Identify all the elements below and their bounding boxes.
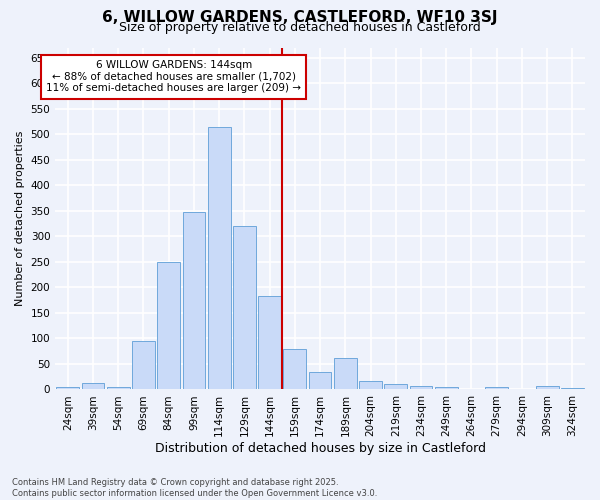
Bar <box>56 387 79 390</box>
Bar <box>485 387 508 390</box>
Bar <box>435 387 458 390</box>
Bar <box>410 386 433 390</box>
Bar <box>258 296 281 390</box>
Text: Contains HM Land Registry data © Crown copyright and database right 2025.
Contai: Contains HM Land Registry data © Crown c… <box>12 478 377 498</box>
Bar <box>132 341 155 390</box>
Bar <box>359 382 382 390</box>
Bar <box>385 384 407 390</box>
Text: 6 WILLOW GARDENS: 144sqm
← 88% of detached houses are smaller (1,702)
11% of sem: 6 WILLOW GARDENS: 144sqm ← 88% of detach… <box>46 60 301 94</box>
Bar <box>157 262 180 390</box>
Bar <box>283 348 306 390</box>
X-axis label: Distribution of detached houses by size in Castleford: Distribution of detached houses by size … <box>155 442 485 455</box>
Bar <box>208 126 230 390</box>
Bar <box>107 387 130 390</box>
Bar <box>536 386 559 390</box>
Bar <box>233 226 256 390</box>
Text: 6, WILLOW GARDENS, CASTLEFORD, WF10 3SJ: 6, WILLOW GARDENS, CASTLEFORD, WF10 3SJ <box>102 10 498 25</box>
Bar <box>561 388 584 390</box>
Text: Size of property relative to detached houses in Castleford: Size of property relative to detached ho… <box>119 21 481 34</box>
Bar <box>334 358 356 390</box>
Bar <box>182 212 205 390</box>
Y-axis label: Number of detached properties: Number of detached properties <box>15 131 25 306</box>
Bar <box>82 383 104 390</box>
Bar <box>309 372 331 390</box>
